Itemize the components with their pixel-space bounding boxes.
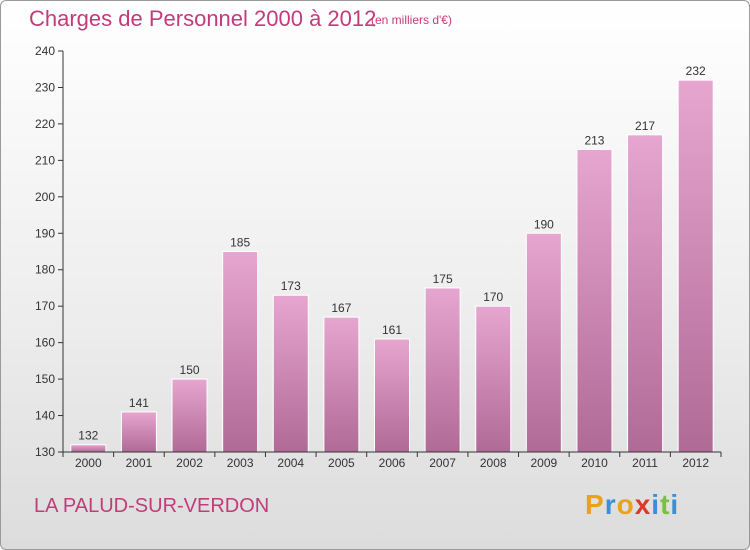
x-tick-label: 2011: [632, 456, 658, 470]
x-tick-label: 2001: [126, 456, 153, 470]
bar: [576, 148, 613, 453]
bar: [120, 411, 157, 453]
bars-layer: [70, 79, 714, 453]
axes: 130 140 150 160 170 180 190 200 210 220 230 240 2000…: [35, 44, 722, 470]
bar: [70, 444, 107, 453]
x-tick-label: 2010: [581, 456, 608, 470]
bar: [323, 316, 360, 453]
data-label: 190: [534, 217, 554, 231]
x-tick-label: 2005: [328, 456, 355, 470]
bar: [374, 338, 410, 453]
data-label: 173: [281, 279, 301, 293]
bar: [677, 79, 714, 453]
y-tick-label: 160: [35, 336, 55, 350]
proxiti-logo: Proxiti: [585, 489, 679, 521]
x-tick-label: 2004: [277, 456, 304, 470]
logo-letter: i: [670, 489, 680, 520]
x-tick-label: 2006: [379, 456, 406, 470]
data-label: 185: [230, 236, 250, 250]
logo-letter: x: [634, 489, 652, 520]
x-tick-label: 2002: [176, 456, 203, 470]
x-tick-label: 2003: [227, 456, 254, 470]
y-tick-label: 230: [35, 80, 55, 94]
y-tick-label: 200: [35, 190, 55, 204]
data-label: 141: [129, 396, 149, 410]
bar: [171, 378, 208, 453]
bar: [525, 232, 562, 453]
data-label: 167: [331, 301, 351, 315]
bar: [222, 251, 259, 453]
bar: [272, 294, 309, 453]
data-label: 150: [180, 363, 200, 377]
data-labels: 132 141 150 185 173 167 161 175 170 190 213 217 232: [78, 64, 706, 443]
logo-letter: P: [585, 489, 605, 520]
bar: [424, 287, 461, 453]
logo-letter: t: [660, 489, 671, 520]
chart-subtitle: (en milliers d'€): [371, 13, 452, 27]
place-name: LA PALUD-SUR-VERDON: [34, 495, 270, 517]
logo-letter: i: [651, 489, 661, 520]
y-tick-label: 240: [35, 44, 55, 58]
data-label: 175: [433, 272, 453, 286]
x-tick-label: 2008: [480, 456, 507, 470]
data-label: 161: [382, 323, 402, 337]
y-tick-label: 180: [35, 263, 55, 277]
y-tick-label: 140: [35, 409, 55, 423]
data-label: 132: [78, 429, 98, 443]
bar: [475, 305, 512, 453]
logo-letter: r: [604, 489, 617, 520]
y-tick-label: 190: [35, 226, 55, 240]
x-tick-label: 2000: [75, 456, 102, 470]
logo-letter: o: [616, 489, 635, 520]
y-tick-label: 130: [35, 445, 55, 459]
y-tick-label: 150: [35, 372, 55, 386]
data-label: 217: [635, 119, 655, 133]
y-tick-label: 210: [35, 153, 55, 167]
chart-title: Charges de Personnel 2000 à 2012: [29, 6, 377, 31]
x-tick-label: 2009: [530, 456, 557, 470]
data-label: 170: [483, 290, 503, 304]
x-tick-label: 2012: [682, 456, 709, 470]
data-label: 232: [686, 64, 706, 78]
bar: [627, 134, 664, 453]
x-tick-label: 2007: [429, 456, 456, 470]
data-label: 213: [584, 133, 604, 147]
y-tick-label: 170: [35, 299, 55, 313]
y-tick-label: 220: [35, 117, 55, 131]
